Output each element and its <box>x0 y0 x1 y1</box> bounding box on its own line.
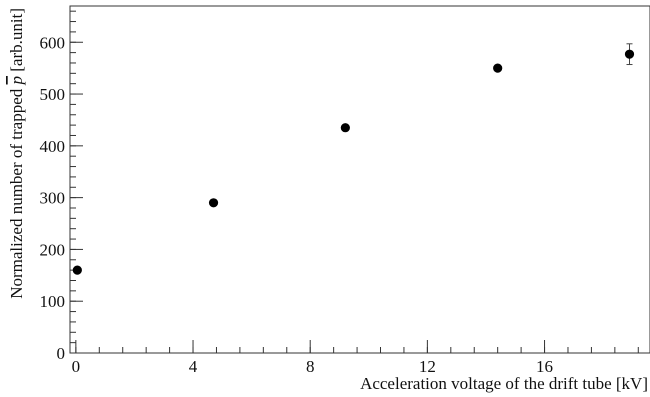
y-axis-title-symbol: p <box>7 76 26 86</box>
x-tick-label: 0 <box>72 357 81 376</box>
x-axis-title: Acceleration voltage of the drift tube [… <box>360 374 648 393</box>
data-point <box>208 198 219 208</box>
x-tick-label: 16 <box>536 357 553 376</box>
x-tick-label: 12 <box>419 357 436 376</box>
y-tick-label: 400 <box>40 137 66 156</box>
y-tick-label: 100 <box>40 292 66 311</box>
data-point <box>72 265 82 275</box>
x-tick-label: 8 <box>306 357 315 376</box>
y-tick-labels: 0 100 200 300 400 500 600 <box>40 33 66 363</box>
y-tick-label: 300 <box>40 189 66 208</box>
x-tick-labels: 0 4 8 12 16 <box>72 357 553 376</box>
y-axis-title-suffix: [arb.unit] <box>7 8 26 72</box>
data-point <box>624 49 635 59</box>
axis-ticks <box>70 10 639 354</box>
data-points <box>72 43 635 275</box>
y-axis-title: Normalized number of trapped p [arb.unit… <box>7 8 26 299</box>
y-tick-label: 500 <box>40 85 66 104</box>
y-tick-label: 600 <box>40 33 66 52</box>
y-tick-label: 0 <box>57 344 66 363</box>
x-tick-label: 4 <box>189 357 198 376</box>
y-axis-title-prefix: Normalized number of trapped <box>7 84 26 298</box>
data-point <box>340 123 350 133</box>
data-point <box>493 63 503 73</box>
y-tick-label: 200 <box>40 240 66 259</box>
plot-frame <box>69 5 650 354</box>
